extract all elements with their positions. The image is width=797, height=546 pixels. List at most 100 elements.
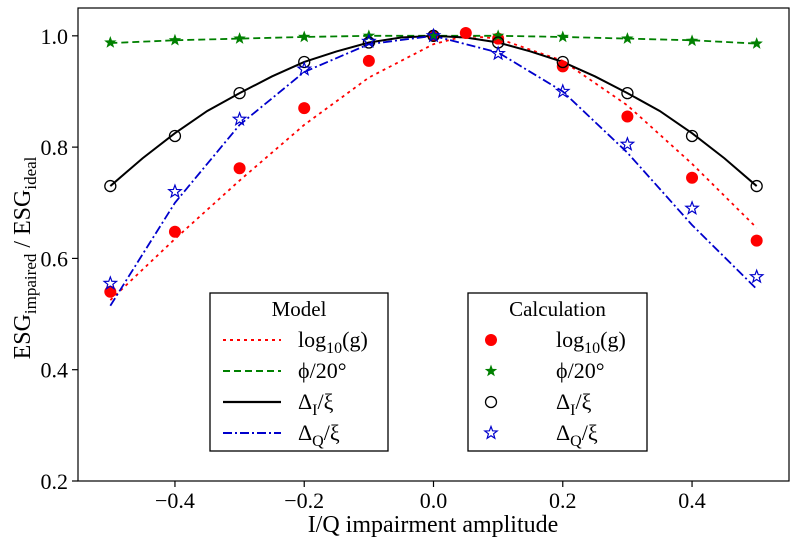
calc-point-0-1 [168,225,181,238]
calc-point-0-10 [686,171,699,184]
legend-label-0-3-sub: Q [312,433,324,450]
y-axis-label-base2: ESG [10,190,36,235]
calc-point-2-1 [168,129,182,143]
calc-point-0-2 [233,162,246,175]
legend-label-0-1: ϕ/20° [298,358,347,383]
legend-label-1-0-base: log [556,327,584,352]
legend-label-0-0-rest: (g) [342,327,368,352]
calc-point-3-8 [619,136,636,151]
calc-point-3-9 [684,200,700,215]
legend-label-1-2-base: Δ [556,389,570,414]
calc-point-3-1 [167,183,183,199]
calc-series-0 [104,27,763,298]
calc-point-0-0 [104,285,117,298]
legend-label-0-0-sub: 10 [326,340,342,357]
plot-clip-group [102,27,765,307]
legend-label-0-2-rest: /ξ [317,389,333,414]
calc-point-0-8 [556,60,569,73]
calc-point-0-3 [298,102,311,115]
calc-point-2-0 [104,179,117,193]
calc-point-0-6 [459,27,472,40]
legend-marker-1-3 [483,424,499,440]
x-tick-label-0: −0.4 [155,488,195,513]
axes: −0.4 −0.2 0.0 0.2 0.4 0.2 0.4 0.6 0.8 1.0 [41,7,790,513]
calc-series-3 [102,27,765,291]
calc-point-2-9 [685,129,699,143]
y-tick-label-0: 0.2 [41,469,69,494]
calc-point-0-4 [362,54,375,67]
calc-point-1-3 [298,30,311,43]
calc-point-2-4 [362,36,376,49]
x-tick-label-2: 0.0 [420,488,448,513]
calc-point-3-6 [490,45,506,61]
calc-point-2-10 [750,179,763,193]
legend-label-1-0-rest: (g) [600,327,626,352]
legend-marker-1-2 [484,395,498,409]
legends: Modellog10(g)ϕ/20°ΔI/ξΔQ/ξCalculationlog… [209,292,648,452]
legend-label-0-3: ΔQ/ξ [298,420,340,450]
x-tick-label-3: 0.2 [549,488,577,513]
legend-label-1-2: ΔI/ξ [556,389,592,419]
legend-label-1-3-sub: Q [570,433,582,450]
legend-label-1-1-text: ϕ/20° [556,358,605,383]
y-axis-label-sub2: ideal [21,156,40,189]
legend-label-0-3-base: Δ [298,420,312,445]
legend-label-0-0: log10(g) [298,327,368,357]
legend-box-1 [467,292,648,452]
calc-point-2-7 [556,55,569,69]
calc-point-3-3 [296,60,313,76]
y-axis-label-base1: ESG [10,314,36,359]
calc-point-0-11 [750,234,763,247]
legend-marker-1-0 [485,334,497,346]
y-tick-label-4: 1.0 [41,24,69,49]
calc-point-1-5 [427,29,440,42]
legend-label-0-0-base: log [298,327,326,352]
legend-label-1-2-rest: /ξ [575,389,591,414]
calc-point-3-7 [554,83,571,99]
calc-point-1-9 [685,34,699,47]
calc-point-0-9 [621,110,634,123]
calc-point-1-1 [168,33,182,46]
legend-label-0-3-rest: /ξ [324,420,340,445]
calc-point-3-10 [748,268,765,284]
legend-label-0-1-text: ϕ/20° [298,358,347,383]
legend-label-1-0-sub: 10 [584,340,600,357]
legend-label-1-3-rest: /ξ [582,420,598,445]
legend-label-0-2-sub: I [312,402,317,419]
calc-point-3-2 [231,111,248,126]
calc-point-2-2 [233,86,246,100]
model-line-3 [109,34,758,307]
x-axis-label: I/Q impairment amplitude [308,512,559,538]
calc-point-1-10 [750,37,763,49]
calc-point-1-6 [491,29,505,42]
legend-label-1-2-sub: I [570,402,575,419]
plot-area [102,27,765,307]
calc-point-1-0 [104,36,117,48]
calc-point-2-3 [298,55,311,69]
calc-point-3-5 [425,27,442,43]
calc-point-2-8 [621,86,634,100]
legend-label-0-2: ΔI/ξ [298,389,334,419]
y-axis-label: ESGimpaired / ESGideal [10,156,40,359]
legend-marker-1-1 [484,364,498,377]
legend-label-1-1: ϕ/20° [556,358,605,383]
y-axis-label-sub1: impaired [21,253,40,314]
calc-point-1-7 [556,30,569,43]
y-tick-label-2: 0.6 [41,246,69,271]
legend-label-0-2-base: Δ [298,389,312,414]
y-tick-label-3: 0.8 [41,135,69,160]
y-axis-label-sep: / [10,235,36,254]
calc-point-3-4 [361,33,377,49]
legend-label-1-3: ΔQ/ξ [556,420,598,450]
x-tick-label-4: 0.4 [678,488,706,513]
model-line-0 [109,34,758,301]
x-tick-label-1: −0.2 [284,488,324,513]
calc-point-3-0 [102,275,119,291]
calc-point-1-2 [233,32,246,44]
y-tick-label-1: 0.4 [41,358,69,383]
legend-title-1: Calculation [509,297,606,321]
legend-label-1-3-base: Δ [556,420,570,445]
